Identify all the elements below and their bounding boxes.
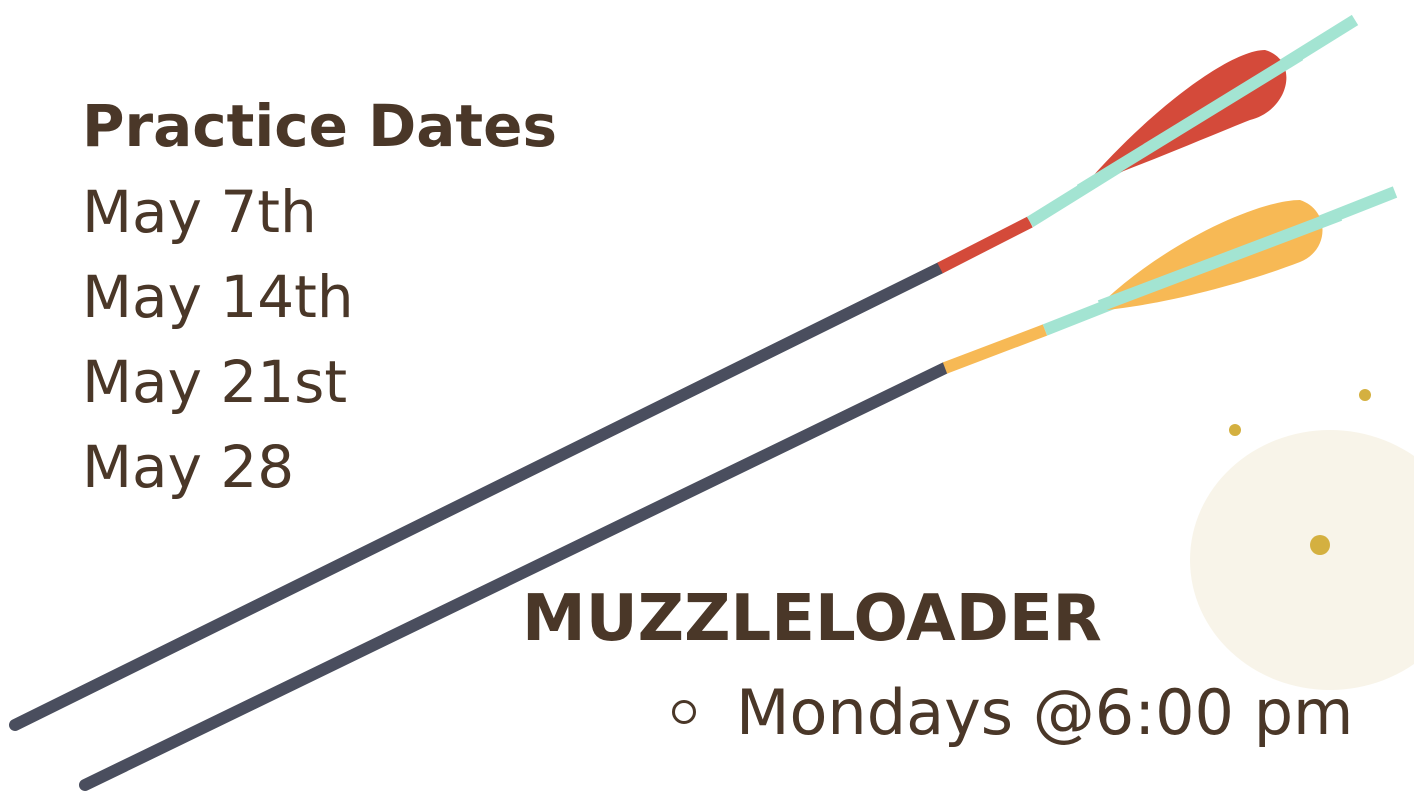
date: May 28 xyxy=(82,433,295,501)
date: May 21st xyxy=(82,348,348,416)
date: May 14th xyxy=(82,263,354,331)
bullet xyxy=(672,700,696,724)
practice-title: Practice Dates xyxy=(82,92,558,160)
event-title: MUZZLELOADER xyxy=(522,582,1102,656)
date: May 7th xyxy=(82,178,317,246)
event-item: Mondays @6:00 pm xyxy=(736,676,1354,749)
